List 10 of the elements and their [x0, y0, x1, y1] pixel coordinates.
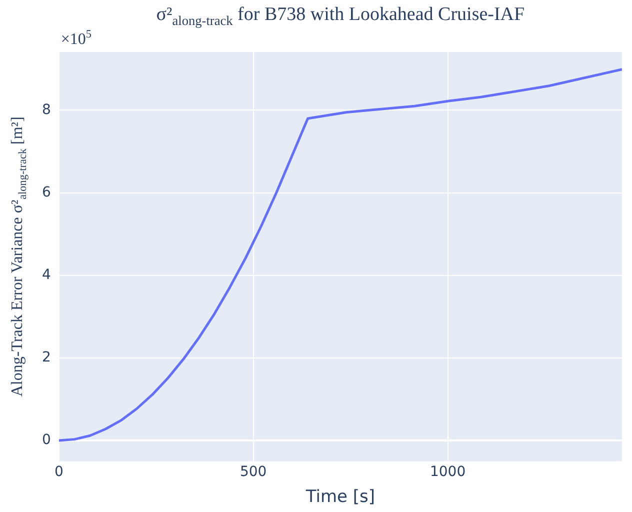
y-tick-label: 4	[42, 267, 51, 284]
x-axis-title: Time [s]	[304, 487, 376, 507]
x-tick-label: 1000	[430, 464, 466, 480]
x-tick-label: 0	[54, 464, 64, 480]
y-tick-label: 0	[42, 432, 51, 448]
y-tick-label: 6	[42, 184, 51, 200]
y-tick-label: 8	[42, 102, 51, 118]
x-tick-label: 500	[240, 464, 267, 480]
y-axis-title: Along-Track Error Variance σ²along-track [m²]	[9, 116, 29, 397]
y-tick-label: 2	[42, 350, 51, 366]
